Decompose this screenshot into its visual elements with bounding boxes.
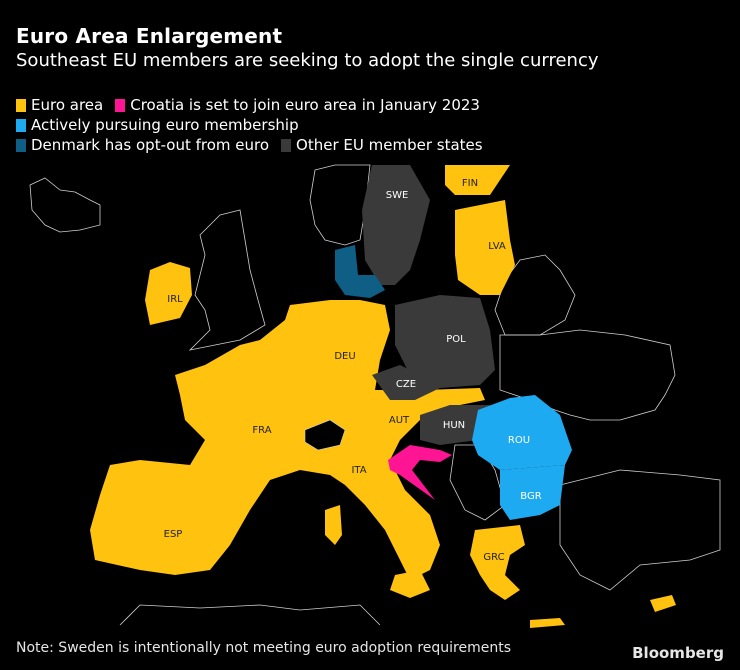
country-baltics (455, 200, 515, 295)
country-hun (420, 405, 490, 445)
legend-label: Croatia is set to join euro area in Janu… (130, 96, 480, 114)
legend-row-3: Denmark has opt-out from euro Other EU m… (16, 135, 495, 155)
footnote: Note: Sweden is intentionally not meetin… (16, 640, 512, 656)
label-fin: FIN (462, 178, 478, 189)
label-ita: ITA (351, 465, 366, 476)
label-grc: GRC (483, 552, 504, 563)
country-dnk (335, 245, 385, 298)
europe-map: SWE FIN LVA IRL DEU POL CZE AUT HUN ROU … (29, 164, 721, 628)
legend-item-other-eu: Other EU member states (281, 135, 483, 155)
north-africa-outline (119, 604, 381, 626)
label-cze: CZE (396, 379, 416, 390)
turkey-outline (559, 469, 721, 591)
country-swe (362, 165, 430, 285)
country-bgr (500, 465, 565, 520)
pursuing-countries (472, 395, 572, 520)
country-svk (425, 388, 485, 410)
label-swe: SWE (386, 190, 409, 201)
euro-area-countries (90, 165, 676, 628)
country-cze (372, 365, 440, 400)
legend-row-1: Euro area Croatia is set to join euro ar… (16, 95, 495, 115)
country-irl (145, 262, 192, 325)
label-lva: LVA (488, 241, 506, 252)
legend: Euro area Croatia is set to join euro ar… (16, 95, 495, 155)
swatch-euro-area (16, 98, 26, 112)
bloomberg-logo: Bloomberg (632, 644, 724, 662)
swatch-denmark (16, 138, 26, 152)
chart-title: Euro Area Enlargement (16, 24, 283, 48)
legend-label: Euro area (31, 96, 104, 114)
uk-outline (188, 209, 266, 351)
other-eu-countries (362, 165, 495, 445)
legend-label: Actively pursuing euro membership (31, 116, 299, 134)
label-esp: ESP (164, 529, 183, 540)
country-che (304, 419, 346, 451)
label-bgr: BGR (520, 491, 541, 502)
label-pol: POL (446, 334, 466, 345)
legend-item-pursuing: Actively pursuing euro membership (16, 115, 299, 135)
country-core-west (90, 300, 445, 580)
label-hun: HUN (443, 420, 465, 431)
legend-item-euro-area: Euro area (16, 95, 103, 115)
country-rou (472, 395, 572, 470)
label-deu: DEU (334, 351, 355, 362)
swatch-other-eu (281, 138, 292, 152)
norway-outline (309, 164, 371, 246)
legend-label: Denmark has opt-out from euro (31, 136, 270, 154)
country-sicily (390, 570, 430, 598)
country-pol (395, 295, 495, 388)
legend-row-2: Actively pursuing euro membership (16, 115, 495, 135)
legend-item-croatia: Croatia is set to join euro area in Janu… (115, 95, 480, 115)
label-fra: FRA (252, 425, 271, 436)
country-grc (470, 525, 525, 600)
country-cyprus (650, 595, 676, 612)
legend-label: Other EU member states (296, 136, 483, 154)
label-aut: AUT (389, 415, 410, 426)
country-crete (530, 618, 565, 628)
iceland-outline (29, 177, 101, 233)
legend-item-denmark: Denmark has opt-out from euro (16, 135, 269, 155)
swatch-croatia (115, 98, 126, 112)
chart-subtitle: Southeast EU members are seeking to adop… (16, 50, 599, 71)
label-irl: IRL (167, 294, 183, 305)
swatch-pursuing (16, 118, 26, 132)
country-sardinia (325, 505, 342, 545)
label-rou: ROU (508, 435, 530, 446)
country-hrv (388, 445, 452, 500)
country-fin (445, 165, 510, 195)
country-labels: SWE FIN LVA IRL DEU POL CZE AUT HUN ROU … (164, 178, 542, 563)
